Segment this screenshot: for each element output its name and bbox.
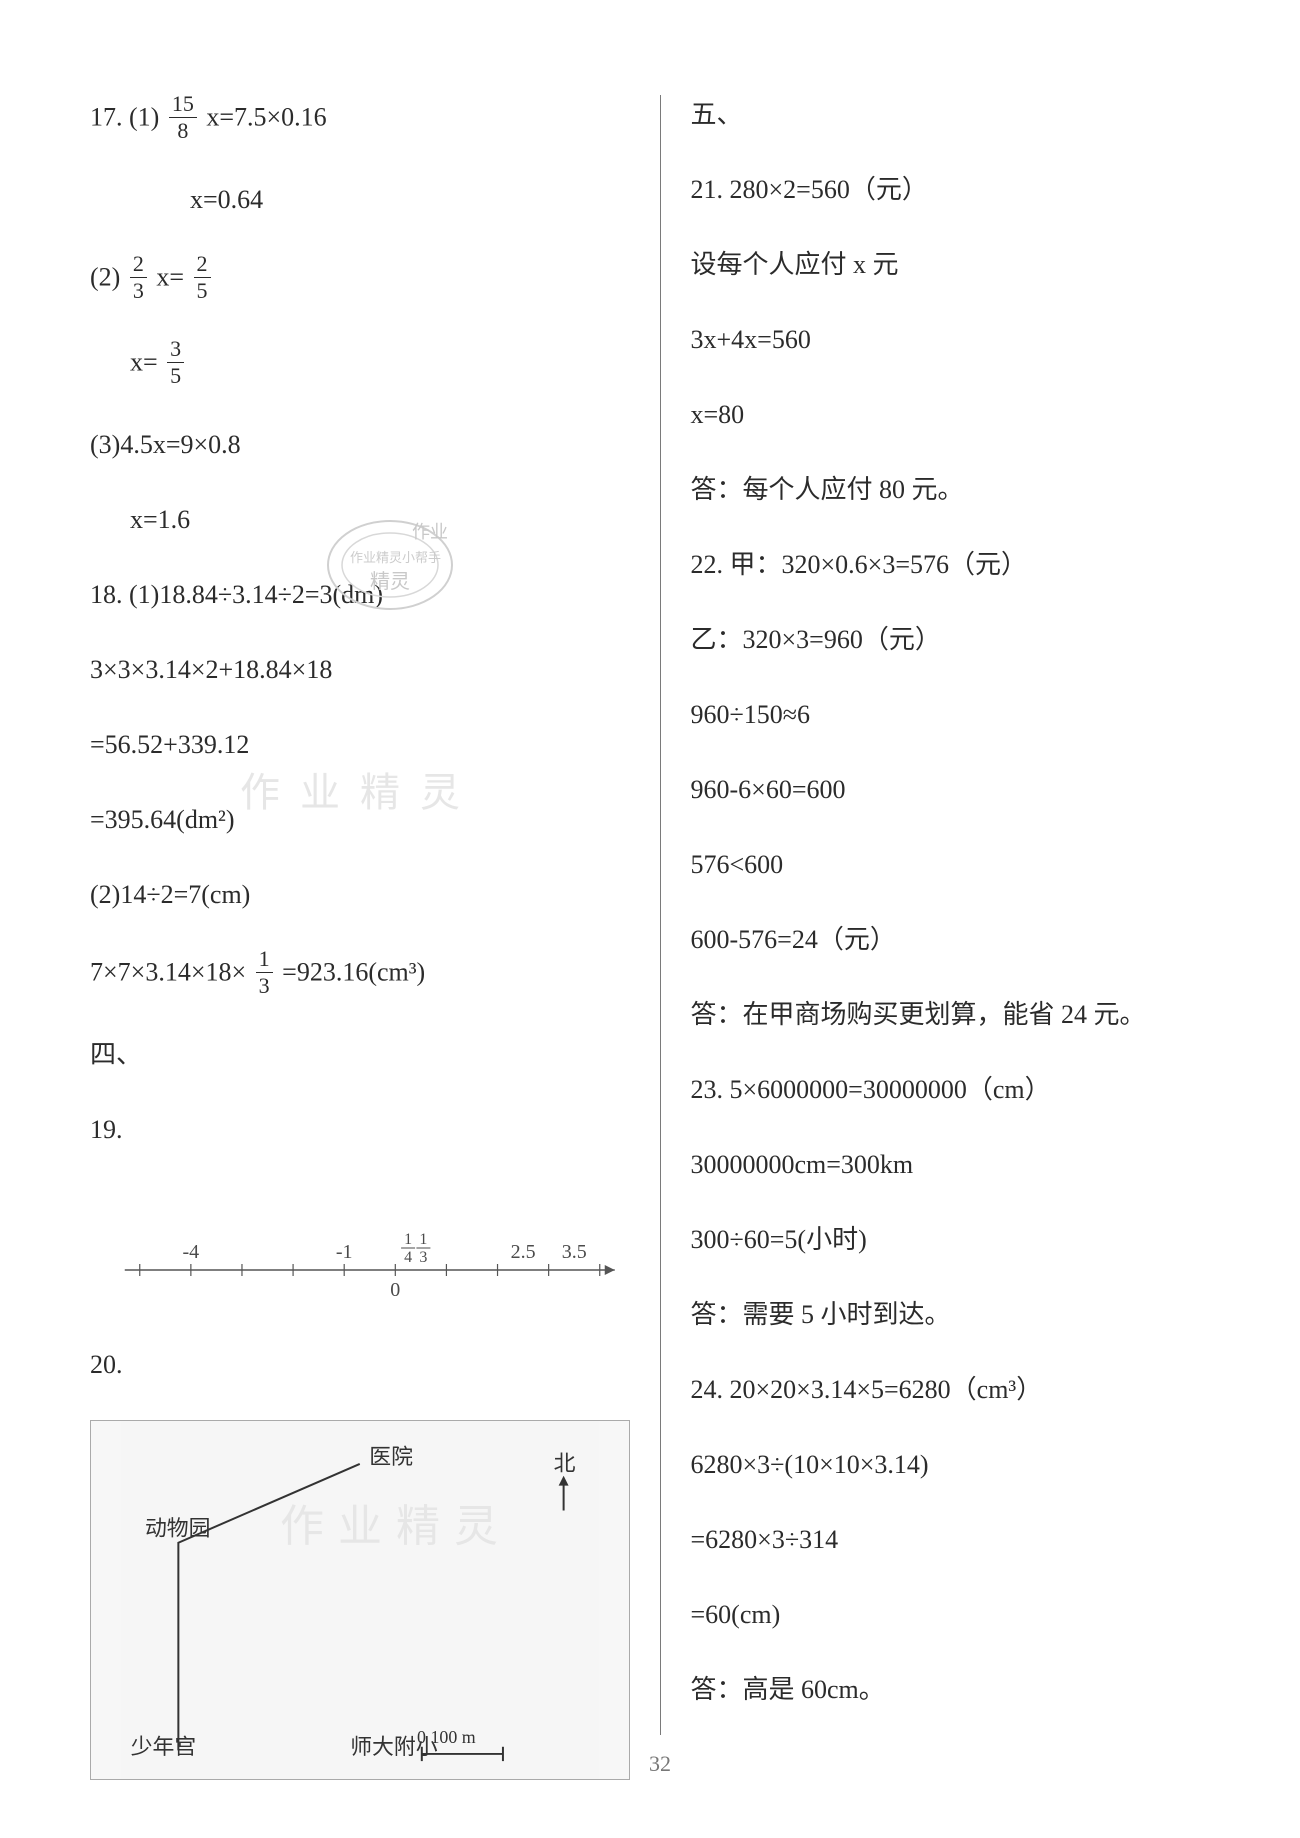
- q17-line5: (3)4.5x=9×0.8: [90, 425, 630, 464]
- q20-label: 20.: [90, 1345, 630, 1384]
- q24-line2: 6280×3÷(10×10×3.14): [691, 1445, 1231, 1484]
- svg-text:0: 0: [390, 1279, 400, 1301]
- text: x=7.5×0.16: [206, 102, 326, 131]
- svg-text:1: 1: [404, 1231, 412, 1248]
- svg-text:4: 4: [404, 1249, 412, 1266]
- q22-line6: 600-576=24（元）: [691, 920, 1231, 959]
- q23-line1: 23. 5×6000000=30000000（cm）: [691, 1070, 1231, 1109]
- q23-line3: 300÷60=5(小时): [691, 1220, 1231, 1259]
- q18-line3: =56.52+339.12: [90, 725, 630, 764]
- q17-line1: 17. (1) 15 8 x=7.5×0.16: [90, 95, 630, 144]
- q18-line1: 18. (1)18.84÷3.14÷2=3(dm): [90, 575, 630, 614]
- fraction: 1 3: [256, 948, 273, 997]
- q21-line3: 3x+4x=560: [691, 320, 1231, 359]
- q22-line4: 960-6×60=600: [691, 770, 1231, 809]
- q21-line1: 21. 280×2=560（元）: [691, 170, 1231, 209]
- q18-line5: (2)14÷2=7(cm): [90, 875, 630, 914]
- svg-text:-4: -4: [183, 1241, 200, 1263]
- q19-label: 19.: [90, 1110, 630, 1149]
- section4-heading: 四、: [90, 1035, 630, 1074]
- svg-text:北: 北: [554, 1452, 576, 1476]
- map-svg: 医院动物园少年宫师大附小北0 100 m: [91, 1421, 629, 1779]
- q17-line4: x= 3 5: [90, 340, 630, 389]
- section5-heading: 五、: [691, 95, 1231, 134]
- text: x=: [156, 262, 190, 291]
- fraction: 2 5: [194, 253, 211, 302]
- text: =923.16(cm³): [282, 957, 425, 986]
- q23-line4: 答：需要 5 小时到达。: [691, 1295, 1231, 1334]
- q24-line3: =6280×3÷314: [691, 1520, 1231, 1559]
- svg-text:1: 1: [419, 1231, 427, 1248]
- svg-text:3.5: 3.5: [562, 1241, 587, 1263]
- q21-line5: 答：每个人应付 80 元。: [691, 470, 1231, 509]
- q24-line1: 24. 20×20×3.14×5=6280（cm³）: [691, 1370, 1231, 1409]
- svg-text:3: 3: [419, 1249, 427, 1266]
- q23-line2: 30000000cm=300km: [691, 1145, 1231, 1184]
- svg-text:2.5: 2.5: [511, 1241, 536, 1263]
- q24-line4: =60(cm): [691, 1595, 1231, 1634]
- svg-text:医院: 医院: [369, 1445, 413, 1469]
- fraction: 3 5: [167, 338, 184, 387]
- q22-line7: 答：在甲商场购买更划算，能省 24 元。: [691, 995, 1231, 1034]
- fraction: 15 8: [169, 93, 197, 142]
- q22-line1: 22. 甲：320×0.6×3=576（元）: [691, 545, 1231, 584]
- q24-line5: 答：高是 60cm。: [691, 1670, 1231, 1709]
- svg-text:少年宫: 少年宫: [131, 1735, 197, 1759]
- text: 7×7×3.14×18×: [90, 957, 253, 986]
- numberline-svg: -4 -1 0 2.5 3.5 1413: [90, 1185, 630, 1315]
- q17-line2: x=0.64: [90, 180, 630, 219]
- fraction: 2 3: [130, 253, 147, 302]
- q17-line6: x=1.6: [90, 500, 630, 539]
- text: (2): [90, 262, 127, 291]
- q21-line4: x=80: [691, 395, 1231, 434]
- text: x=: [130, 347, 164, 376]
- q22-line2: 乙：320×3=960（元）: [691, 620, 1231, 659]
- svg-text:动物园: 动物园: [145, 1517, 211, 1541]
- numberline-figure: -4 -1 0 2.5 3.5 1413: [90, 1185, 630, 1315]
- svg-text:-1: -1: [336, 1241, 353, 1263]
- svg-text:0 100 m: 0 100 m: [417, 1727, 476, 1747]
- text: 17. (1): [90, 102, 166, 131]
- q22-line3: 960÷150≈6: [691, 695, 1231, 734]
- left-column: 17. (1) 15 8 x=7.5×0.16 x=0.64 (2) 2 3 x…: [90, 95, 661, 1735]
- q18-line2: 3×3×3.14×2+18.84×18: [90, 650, 630, 689]
- q17-line3: (2) 2 3 x= 2 5: [90, 255, 630, 304]
- q18-line4: =395.64(dm²): [90, 800, 630, 839]
- q21-line2: 设每个人应付 x 元: [691, 245, 1231, 284]
- q22-line5: 576<600: [691, 845, 1231, 884]
- q18-line6: 7×7×3.14×18× 1 3 =923.16(cm³): [90, 950, 630, 999]
- map-figure: 医院动物园少年宫师大附小北0 100 m: [90, 1420, 630, 1780]
- right-column: 五、 21. 280×2=560（元） 设每个人应付 x 元 3x+4x=560…: [661, 95, 1231, 1735]
